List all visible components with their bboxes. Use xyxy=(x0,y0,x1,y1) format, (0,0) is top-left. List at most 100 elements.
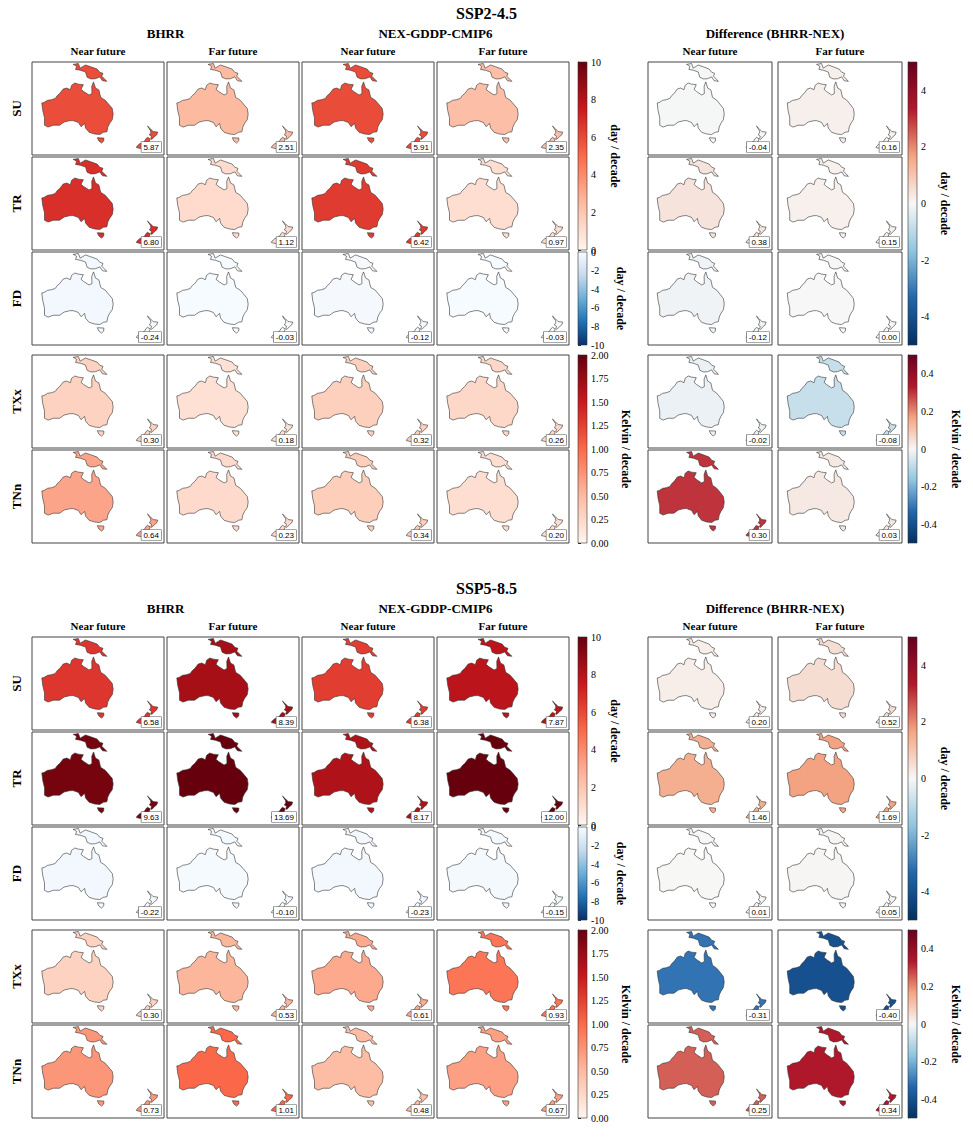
svg-text:Far future: Far future xyxy=(816,620,865,632)
svg-text:SU: SU xyxy=(9,675,24,692)
svg-text:-4: -4 xyxy=(921,886,929,897)
svg-text:0.34: 0.34 xyxy=(413,531,429,540)
svg-text:0.23: 0.23 xyxy=(278,531,294,540)
svg-text:9.63: 9.63 xyxy=(143,813,159,822)
svg-text:-0.22: -0.22 xyxy=(141,908,160,917)
svg-text:4: 4 xyxy=(921,85,926,96)
svg-text:0.00: 0.00 xyxy=(881,333,897,342)
svg-text:Difference (BHRR-NEX): Difference (BHRR-NEX) xyxy=(706,601,845,616)
svg-text:0.52: 0.52 xyxy=(881,718,897,727)
svg-text:0.01: 0.01 xyxy=(751,908,767,917)
svg-text:day / decade: day / decade xyxy=(938,172,952,236)
svg-text:TXx: TXx xyxy=(9,389,24,414)
svg-text:0.4: 0.4 xyxy=(921,368,934,379)
svg-text:0.75: 0.75 xyxy=(591,467,609,478)
svg-text:0.25: 0.25 xyxy=(591,1089,609,1100)
svg-text:1.25: 1.25 xyxy=(591,420,609,431)
svg-text:-2: -2 xyxy=(921,255,929,266)
svg-text:0: 0 xyxy=(591,822,596,833)
svg-text:0.25: 0.25 xyxy=(591,514,609,525)
svg-text:1.25: 1.25 xyxy=(591,995,609,1006)
svg-text:-0.24: -0.24 xyxy=(141,333,160,342)
svg-text:0.93: 0.93 xyxy=(548,1011,564,1020)
svg-text:Far future: Far future xyxy=(816,45,865,57)
svg-text:0: 0 xyxy=(921,444,926,455)
svg-text:day / decade: day / decade xyxy=(608,699,622,763)
svg-text:6.80: 6.80 xyxy=(143,238,159,247)
svg-text:1.46: 1.46 xyxy=(751,813,767,822)
svg-text:day / decade: day / decade xyxy=(938,747,952,811)
svg-text:1.00: 1.00 xyxy=(591,444,609,455)
svg-text:Kelvin / decade: Kelvin / decade xyxy=(619,410,633,489)
svg-text:-0.04: -0.04 xyxy=(749,143,768,152)
svg-text:TR: TR xyxy=(9,194,24,213)
svg-text:5.87: 5.87 xyxy=(143,143,159,152)
svg-text:-0.15: -0.15 xyxy=(546,908,565,917)
svg-text:0: 0 xyxy=(921,198,926,209)
svg-text:BHRR: BHRR xyxy=(147,601,185,616)
svg-text:0.30: 0.30 xyxy=(751,531,767,540)
svg-text:FD: FD xyxy=(9,290,24,307)
svg-text:4: 4 xyxy=(591,744,596,755)
svg-text:Near future: Near future xyxy=(683,620,738,632)
svg-text:-0.03: -0.03 xyxy=(546,333,565,342)
svg-text:day / decade: day / decade xyxy=(614,267,628,331)
svg-text:-2: -2 xyxy=(591,840,599,851)
svg-text:Near future: Near future xyxy=(71,45,126,57)
svg-text:Near future: Near future xyxy=(341,620,396,632)
svg-text:0.25: 0.25 xyxy=(751,1106,767,1115)
svg-text:2: 2 xyxy=(921,716,926,727)
svg-text:1.50: 1.50 xyxy=(591,972,609,983)
svg-text:Kelvin / decade: Kelvin / decade xyxy=(619,985,633,1064)
svg-text:4: 4 xyxy=(921,660,926,671)
svg-text:0.30: 0.30 xyxy=(143,436,159,445)
svg-text:8: 8 xyxy=(591,669,596,680)
svg-text:8.39: 8.39 xyxy=(278,718,294,727)
svg-text:SSP5-8.5: SSP5-8.5 xyxy=(456,580,517,597)
svg-text:0.38: 0.38 xyxy=(751,238,767,247)
svg-text:0.20: 0.20 xyxy=(548,531,564,540)
svg-text:2.35: 2.35 xyxy=(548,143,564,152)
svg-text:0.20: 0.20 xyxy=(751,718,767,727)
svg-text:-4: -4 xyxy=(591,859,599,870)
svg-text:2: 2 xyxy=(591,207,596,218)
svg-text:0.16: 0.16 xyxy=(881,143,897,152)
svg-text:0.03: 0.03 xyxy=(881,531,897,540)
svg-text:0.97: 0.97 xyxy=(548,238,564,247)
svg-text:1.75: 1.75 xyxy=(591,373,609,384)
svg-text:-0.31: -0.31 xyxy=(749,1011,768,1020)
svg-text:2.00: 2.00 xyxy=(591,350,609,361)
svg-text:0.67: 0.67 xyxy=(548,1106,564,1115)
svg-text:1.12: 1.12 xyxy=(278,238,294,247)
svg-text:6: 6 xyxy=(591,707,596,718)
svg-text:-0.2: -0.2 xyxy=(921,481,937,492)
svg-text:0.64: 0.64 xyxy=(143,531,159,540)
svg-text:Near future: Near future xyxy=(71,620,126,632)
svg-text:10: 10 xyxy=(591,632,601,643)
svg-text:Far future: Far future xyxy=(479,45,528,57)
svg-text:-0.4: -0.4 xyxy=(921,519,937,530)
svg-text:TXx: TXx xyxy=(9,964,24,989)
svg-text:6.38: 6.38 xyxy=(413,718,429,727)
svg-text:1.75: 1.75 xyxy=(591,948,609,959)
svg-text:6.58: 6.58 xyxy=(143,718,159,727)
svg-text:day / decade: day / decade xyxy=(608,124,622,188)
svg-text:0.75: 0.75 xyxy=(591,1042,609,1053)
svg-text:-2: -2 xyxy=(921,830,929,841)
svg-text:0.15: 0.15 xyxy=(881,238,897,247)
svg-text:TR: TR xyxy=(9,769,24,788)
svg-text:-0.12: -0.12 xyxy=(749,333,768,342)
svg-text:0.50: 0.50 xyxy=(591,491,609,502)
svg-text:8.17: 8.17 xyxy=(413,813,429,822)
svg-text:2.51: 2.51 xyxy=(278,143,294,152)
svg-text:-0.10: -0.10 xyxy=(276,908,295,917)
svg-text:0.18: 0.18 xyxy=(278,436,294,445)
svg-text:0.26: 0.26 xyxy=(548,436,564,445)
svg-text:0.4: 0.4 xyxy=(921,943,934,954)
svg-text:0.2: 0.2 xyxy=(921,406,934,417)
svg-text:0.48: 0.48 xyxy=(413,1106,429,1115)
svg-text:Far future: Far future xyxy=(209,620,258,632)
svg-text:8: 8 xyxy=(591,94,596,105)
svg-text:7.87: 7.87 xyxy=(548,718,564,727)
svg-text:-6: -6 xyxy=(591,302,599,313)
